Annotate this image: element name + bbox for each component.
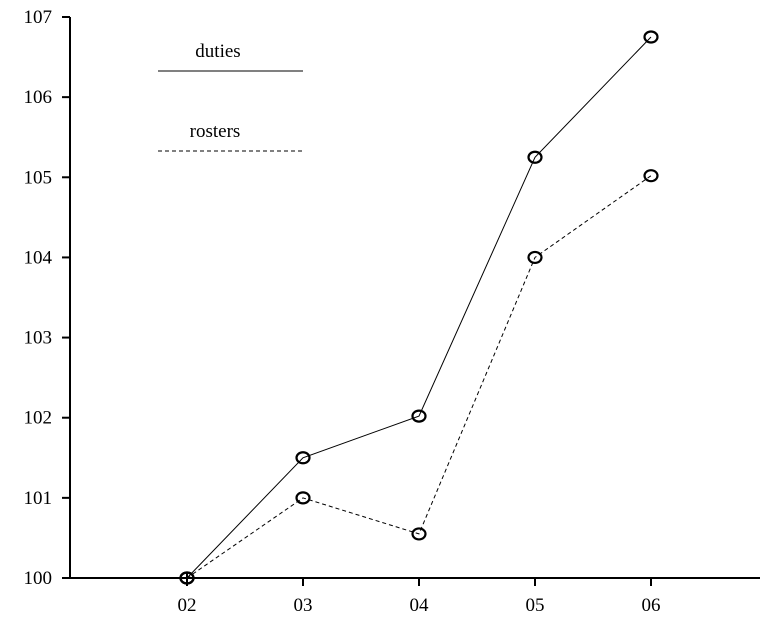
y-tick-label-102: 102 [24, 408, 53, 429]
data-point-rosters-03 [295, 491, 311, 505]
y-tick-label-103: 103 [24, 328, 53, 349]
y-ticks: 100 101 102 103 104 105 106 107 [24, 7, 70, 589]
data-point-duties-04 [411, 409, 427, 423]
series-line-rosters [186, 175, 652, 579]
data-point-duties-06 [643, 30, 659, 44]
data-point-rosters-05 [527, 250, 543, 265]
y-axis: 100 101 102 103 104 105 106 107 [24, 7, 71, 589]
y-tick-label-104: 104 [24, 247, 53, 268]
x-tick-label-06: 06 [642, 595, 661, 616]
legend-label-rosters: rosters [190, 121, 241, 142]
y-tick-label-105: 105 [24, 167, 53, 188]
data-point-duties-05 [527, 150, 543, 164]
x-ticks: 02 03 04 05 06 [178, 578, 661, 616]
y-tick-label-106: 106 [24, 87, 53, 108]
y-tick-label-101: 101 [24, 488, 53, 509]
x-tick-label-04: 04 [410, 595, 430, 616]
legend-label-duties: duties [195, 41, 240, 62]
x-tick-label-03: 03 [294, 595, 313, 616]
data-point-rosters-04 [411, 527, 427, 541]
series-line-duties [186, 36, 652, 579]
y-tick-label-107: 107 [24, 7, 53, 28]
data-point-rosters-06 [643, 169, 659, 183]
y-tick-label-100: 100 [24, 568, 53, 589]
series-layer [179, 30, 659, 585]
data-point-duties-03 [295, 451, 311, 465]
x-tick-label-02: 02 [178, 595, 197, 616]
legend: duties rosters [158, 41, 303, 152]
x-axis: 02 03 04 05 06 [70, 577, 760, 616]
x-tick-label-05: 05 [526, 595, 545, 616]
